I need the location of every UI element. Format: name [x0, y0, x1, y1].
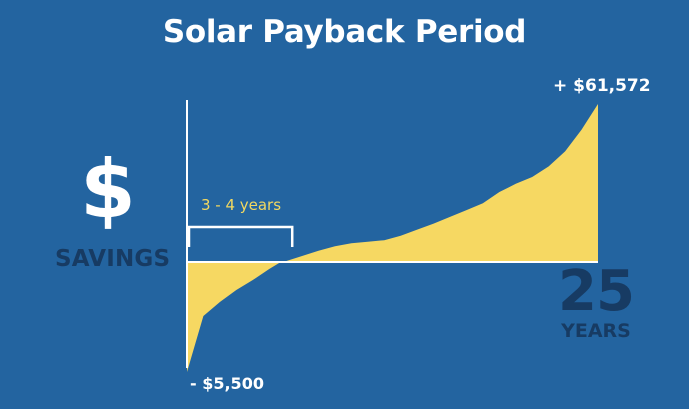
- payback-bracket: [187, 225, 294, 247]
- years-label: YEARS: [561, 320, 631, 342]
- chart-title: Solar Payback Period: [162, 14, 527, 50]
- savings-area: [187, 104, 598, 372]
- savings-label: SAVINGS: [55, 246, 171, 272]
- start-value-label: - $5,500: [190, 374, 264, 393]
- payback-period-label: 3 - 4 years: [200, 196, 282, 214]
- dollar-icon: $: [80, 143, 136, 236]
- end-value-label: + $61,572: [553, 76, 651, 96]
- years-number: 25: [558, 259, 635, 324]
